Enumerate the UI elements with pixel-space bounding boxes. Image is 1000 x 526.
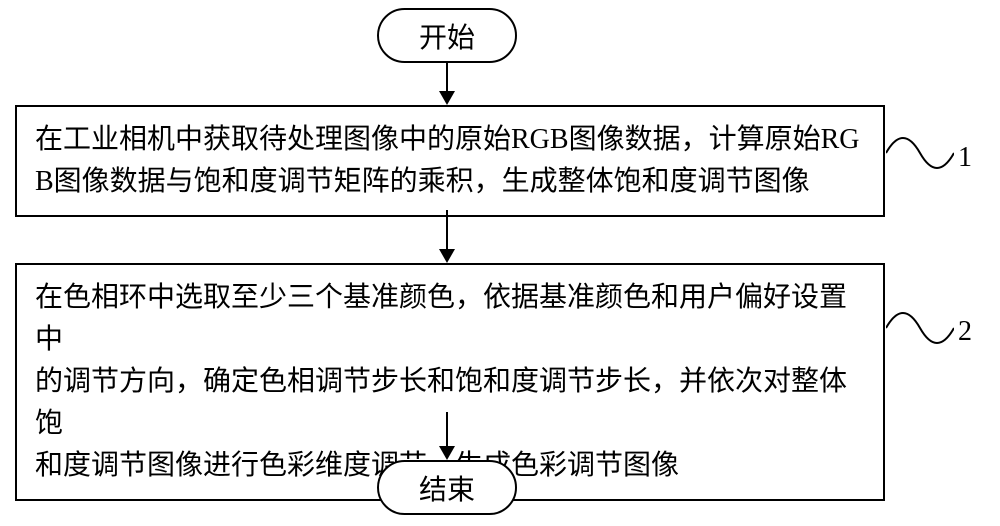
edge-step2-end-head [439,446,455,460]
end-node: 结束 [377,460,517,515]
edge-step1-step2-head [439,249,455,263]
annotation-1: 1 [958,142,972,174]
step1-line1: 在工业相机中获取待处理图像中的原始RGB图像数据，计算原始RG [35,119,865,161]
step2-line2: 的调节方向，确定色相调节步长和饱和度调节步长，并依次对整体饱 [35,361,865,445]
annotation-2: 2 [958,316,972,348]
step1-node: 在工业相机中获取待处理图像中的原始RGB图像数据，计算原始RG B图像数据与饱和… [15,105,885,217]
step2-line1: 在色相环中选取至少三个基准颜色，依据基准颜色和用户偏好设置中 [35,277,865,361]
wave-connector-1 [886,128,954,178]
edge-start-step1 [446,63,448,92]
edge-step1-step2 [446,210,448,250]
start-label: 开始 [419,16,475,56]
edge-step2-end [446,412,448,447]
step1-line2: B图像数据与饱和度调节矩阵的乘积，生成整体饱和度调节图像 [35,161,865,203]
edge-start-step1-head [439,91,455,105]
end-label: 结束 [419,468,475,508]
wave-connector-2 [886,303,954,353]
start-node: 开始 [377,8,517,63]
